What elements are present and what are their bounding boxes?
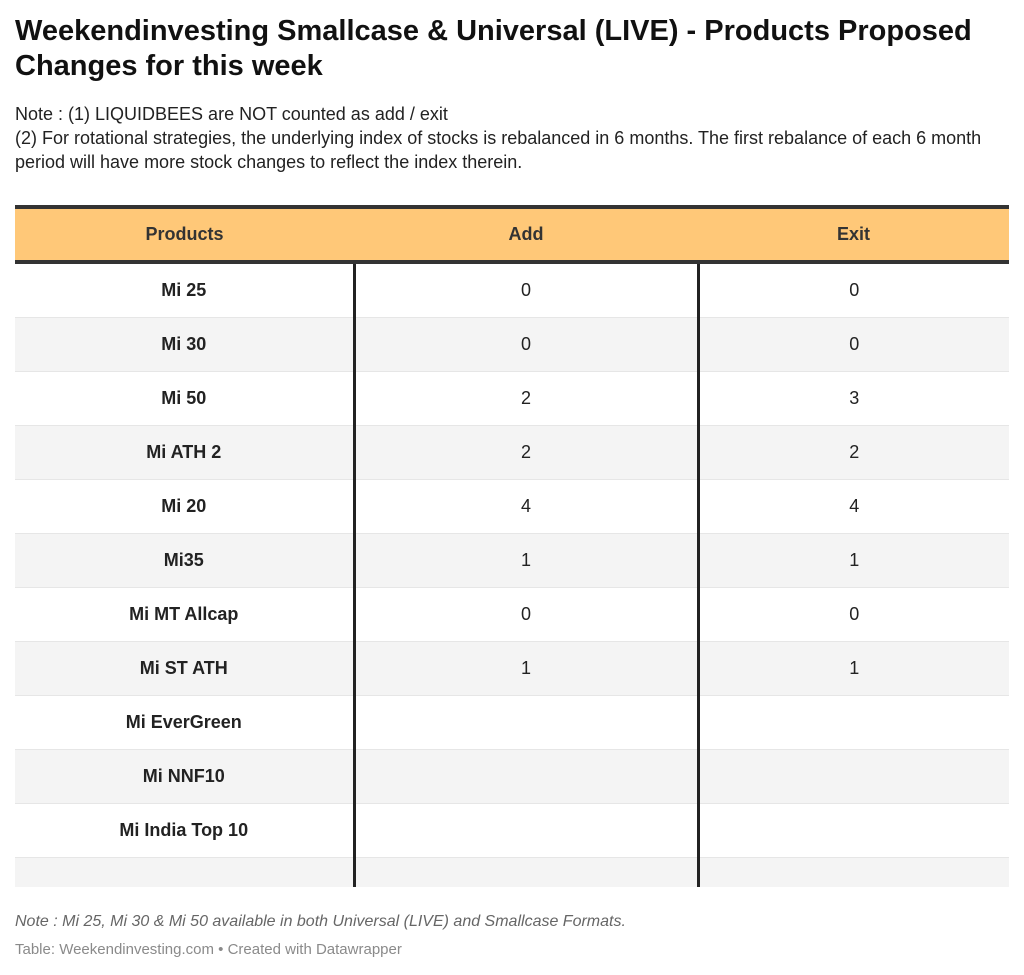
spacer-cell [352, 857, 698, 887]
cell-add [352, 749, 698, 804]
table-header-row: Products Add Exit [15, 205, 1009, 264]
footnote: Note : Mi 25, Mi 30 & Mi 50 available in… [15, 913, 626, 930]
table-row: Mi 20 4 4 [15, 479, 1009, 534]
cell-exit: 0 [696, 262, 1009, 318]
cell-exit [696, 695, 1009, 750]
cell-add: 0 [352, 587, 698, 642]
cell-add: 1 [352, 641, 698, 696]
cell-product: Mi EverGreen [15, 695, 354, 750]
table-row: Mi NNF10 [15, 749, 1009, 804]
column-header-exit[interactable]: Exit [698, 205, 1009, 264]
table-row: Mi 50 2 3 [15, 371, 1009, 426]
cell-exit: 0 [696, 587, 1009, 642]
table-row: Mi MT Allcap 0 0 [15, 587, 1009, 642]
cell-exit: 1 [696, 533, 1009, 588]
table-row: Mi ST ATH 1 1 [15, 641, 1009, 696]
cell-exit: 4 [696, 479, 1009, 534]
products-table-wrapper: Products Add Exit Mi 25 0 0 Mi 30 0 0 Mi 50 2 3 M… [15, 205, 1009, 887]
cell-exit [696, 749, 1009, 804]
cell-exit: 3 [696, 371, 1009, 426]
cell-product: Mi 20 [15, 479, 354, 534]
spacer-cell [15, 857, 354, 887]
cell-exit: 0 [696, 317, 1009, 372]
note-line-1: Note : (1) LIQUIDBEES are NOT counted as… [15, 104, 448, 124]
table-row: Mi 30 0 0 [15, 317, 1009, 372]
cell-add: 0 [352, 262, 698, 318]
cell-product: Mi35 [15, 533, 354, 588]
column-header-add[interactable]: Add [354, 205, 698, 264]
cell-add: 0 [352, 317, 698, 372]
products-table: Products Add Exit Mi 25 0 0 Mi 30 0 0 Mi 50 2 3 M… [15, 205, 1009, 887]
cell-add: 1 [352, 533, 698, 588]
cell-exit: 1 [696, 641, 1009, 696]
cell-add: 4 [352, 479, 698, 534]
cell-product: Mi 25 [15, 262, 354, 318]
cell-product: Mi ST ATH [15, 641, 354, 696]
cell-product: Mi India Top 10 [15, 803, 354, 858]
table-row: Mi India Top 10 [15, 803, 1009, 858]
cell-exit: 2 [696, 425, 1009, 480]
notes-block: Note : (1) LIQUIDBEES are NOT counted as… [15, 102, 1005, 174]
table-row: Mi35 1 1 [15, 533, 1009, 588]
cell-add: 2 [352, 371, 698, 426]
column-header-products[interactable]: Products [15, 205, 354, 264]
table-row: Mi 25 0 0 [15, 262, 1009, 318]
cell-add: 2 [352, 425, 698, 480]
cell-product: Mi 50 [15, 371, 354, 426]
cell-product: Mi 30 [15, 317, 354, 372]
table-spacer-row [15, 857, 1009, 887]
source-credit: Table: Weekendinvesting.com • Created wi… [15, 941, 402, 958]
cell-product: Mi ATH 2 [15, 425, 354, 480]
page-title: Weekendinvesting Smallcase & Universal (… [15, 15, 972, 82]
table-row: Mi EverGreen [15, 695, 1009, 750]
cell-exit [696, 803, 1009, 858]
spacer-cell [696, 857, 1009, 887]
table-body: Mi 25 0 0 Mi 30 0 0 Mi 50 2 3 Mi ATH 2 2 2 Mi 20 4 4 Mi… [15, 262, 1009, 887]
cell-product: Mi MT Allcap [15, 587, 354, 642]
cell-product: Mi NNF10 [15, 749, 354, 804]
note-line-2: (2) For rotational strategies, the under… [15, 128, 982, 172]
cell-add [352, 803, 698, 858]
cell-add [352, 695, 698, 750]
